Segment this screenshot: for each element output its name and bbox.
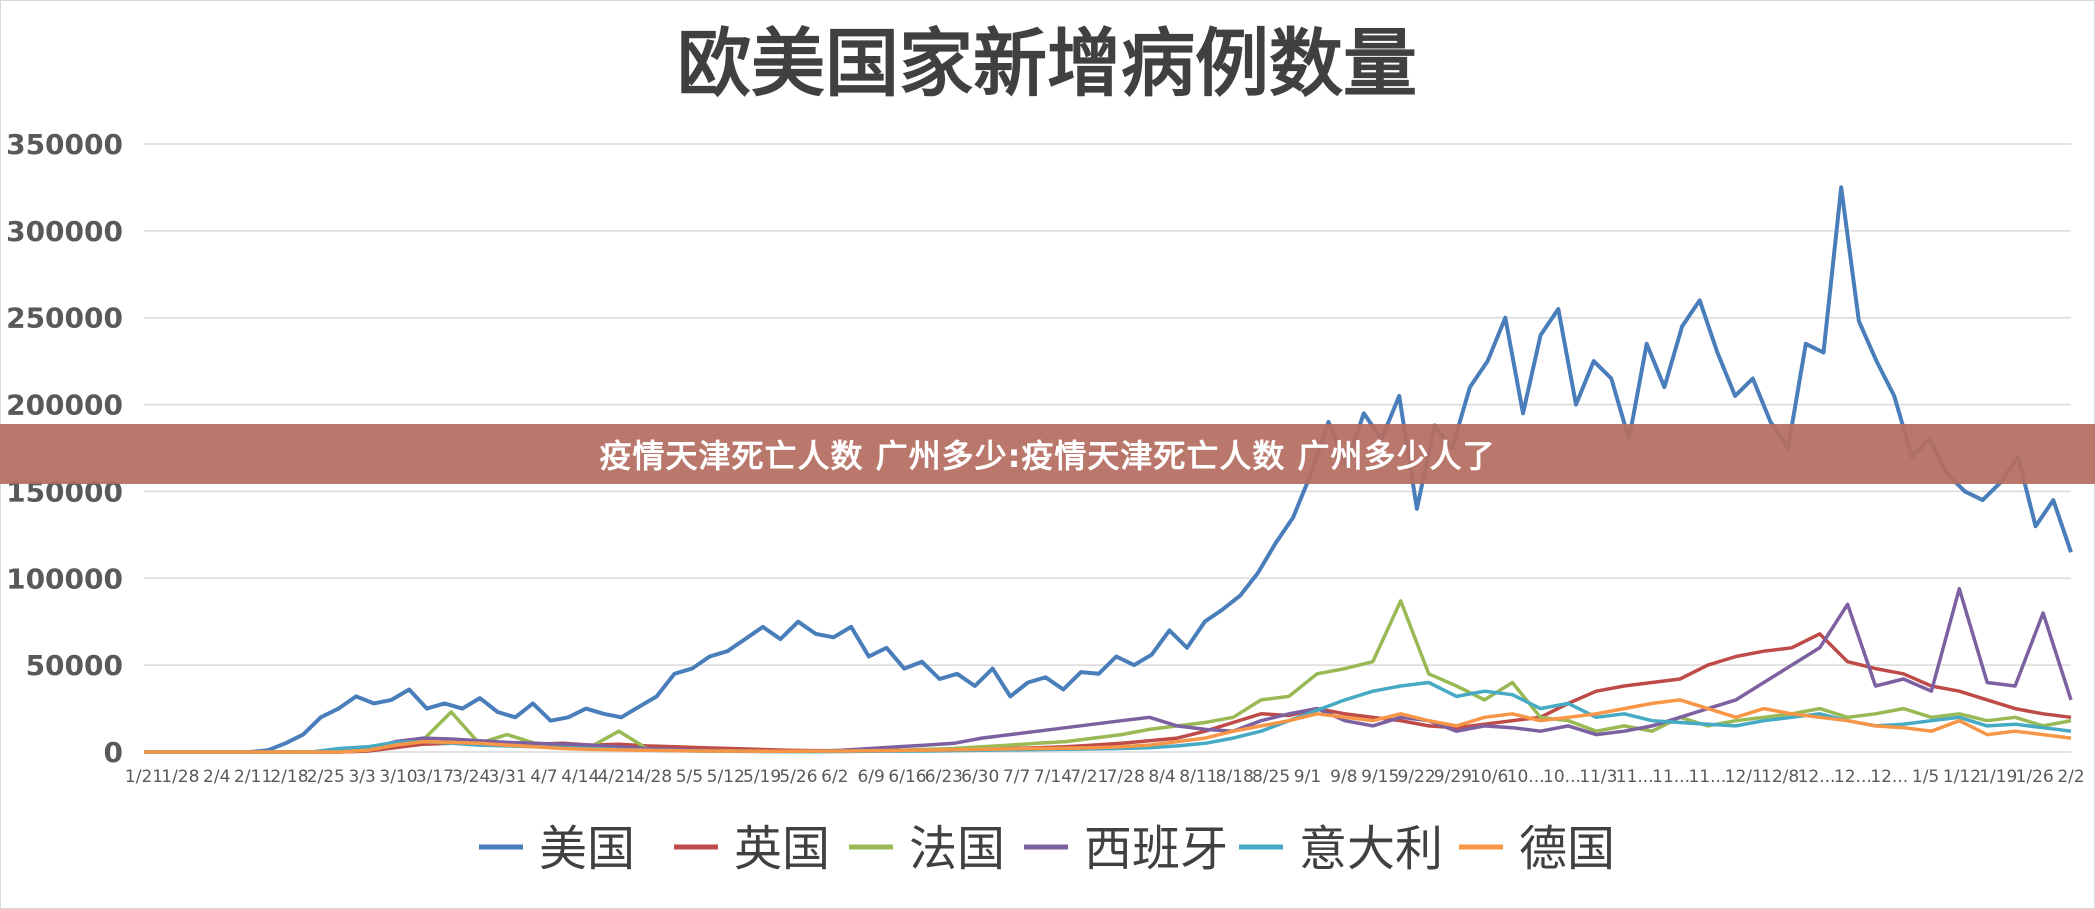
y-tick-label: 50000 — [26, 649, 123, 682]
x-tick-label: 10... — [1507, 767, 1545, 787]
y-tick-label: 200000 — [6, 389, 123, 422]
gridlines — [144, 143, 2071, 753]
y-tick-label: 250000 — [6, 302, 123, 335]
x-tick-label: 8/4 — [1148, 767, 1175, 787]
legend-label: 英国 — [734, 821, 830, 877]
x-tick-label: 9/15 — [1361, 767, 1399, 787]
x-tick-label: 1/12 — [1943, 767, 1981, 787]
x-tick-label: 8/11 — [1179, 767, 1217, 787]
x-tick-label: 1/19 — [1979, 767, 2017, 787]
series-line-2 — [144, 599, 2072, 754]
x-tick-label: 2/4 — [203, 767, 230, 787]
legend-label: 意大利 — [1299, 821, 1443, 877]
x-tick-label: 11... — [1688, 767, 1726, 787]
x-tick-label: 5/19 — [743, 767, 781, 787]
x-tick-label: 2/2 — [2057, 767, 2084, 787]
y-tick-label: 100000 — [6, 562, 123, 595]
y-tick-label: 0 — [104, 736, 123, 769]
x-tick-label: 5/12 — [707, 767, 745, 787]
x-tick-label: 7/28 — [1107, 767, 1145, 787]
x-tick-label: 7/7 — [1003, 767, 1030, 787]
legend-label: 法国 — [909, 821, 1005, 877]
x-tick-label: 12... — [1834, 767, 1872, 787]
series-lines — [144, 185, 2073, 754]
legend-label: 西班牙 — [1084, 821, 1228, 877]
x-tick-label: 6/16 — [888, 767, 926, 787]
x-tick-label: 3/17 — [416, 767, 454, 787]
x-tick-label: 3/24 — [452, 767, 490, 787]
y-axis-ticks: 0500001000001500002000002500003000003500… — [6, 128, 123, 769]
x-tick-label: 11/3 — [1579, 767, 1617, 787]
x-tick-label: 12... — [1870, 767, 1908, 787]
x-tick-label: 9/22 — [1397, 767, 1435, 787]
x-tick-label: 2/18 — [270, 767, 308, 787]
x-tick-label: 4/28 — [634, 767, 672, 787]
legend-label: 美国 — [539, 821, 635, 877]
y-tick-label: 350000 — [6, 128, 123, 161]
x-tick-label: 7/21 — [1070, 767, 1108, 787]
x-tick-label: 6/9 — [857, 767, 884, 787]
x-tick-label: 1/5 — [1912, 767, 1939, 787]
chart-title: 欧美国家新增病例数量 — [677, 21, 1417, 107]
x-tick-label: 9/29 — [1434, 767, 1472, 787]
x-tick-label: 4/21 — [598, 767, 636, 787]
x-tick-label: 12... — [1798, 767, 1836, 787]
x-tick-label: 5/5 — [676, 767, 703, 787]
x-tick-label: 10/6 — [1470, 767, 1508, 787]
x-tick-label: 6/2 — [821, 767, 848, 787]
overlay-banner: 疫情天津死亡人数 广州多少:疫情天津死亡人数 广州多少人了 — [0, 424, 2095, 484]
x-tick-label: 2/25 — [307, 767, 345, 787]
x-tick-label: 2/11 — [234, 767, 272, 787]
x-tick-label: 6/30 — [961, 767, 999, 787]
series-line-0 — [144, 185, 2073, 754]
x-tick-label: 6/23 — [925, 767, 963, 787]
x-tick-label: 1/28 — [161, 767, 199, 787]
x-tick-label: 11... — [1616, 767, 1654, 787]
x-tick-label: 8/25 — [1252, 767, 1290, 787]
x-tick-label: 7/14 — [1034, 767, 1072, 787]
x-axis-ticks: 1/211/28 2/4 2/112/182/25 3/3 3/103/173/243/… — [125, 767, 2085, 787]
series-line-3 — [144, 586, 2073, 754]
x-tick-label: 10... — [1543, 767, 1581, 787]
x-tick-label: 3/3 — [348, 767, 375, 787]
x-tick-label: 1/21 — [125, 767, 163, 787]
legend-label: 德国 — [1519, 821, 1615, 877]
banner-text: 疫情天津死亡人数 广州多少:疫情天津死亡人数 广州多少人了 — [599, 437, 1496, 475]
series-line-5 — [144, 698, 2072, 754]
x-tick-label: 12/1 — [1725, 767, 1763, 787]
x-tick-label: 1/26 — [2016, 767, 2054, 787]
series-line-1 — [144, 632, 2072, 754]
x-tick-label: 4/7 — [530, 767, 557, 787]
y-tick-label: 300000 — [6, 215, 123, 248]
x-tick-label: 9/8 — [1330, 767, 1357, 787]
x-tick-label: 12/8 — [1761, 767, 1799, 787]
x-tick-label: 3/31 — [488, 767, 526, 787]
legend: 美国 英国 法国 西班牙 意大利 德国 — [479, 821, 1615, 877]
x-tick-label: 3/10 — [379, 767, 417, 787]
x-tick-label: 11... — [1652, 767, 1690, 787]
x-tick-label: 9/1 — [1294, 767, 1321, 787]
x-tick-label: 5/26 — [779, 767, 817, 787]
x-tick-label: 4/14 — [561, 767, 599, 787]
x-tick-label: 8/18 — [1216, 767, 1254, 787]
